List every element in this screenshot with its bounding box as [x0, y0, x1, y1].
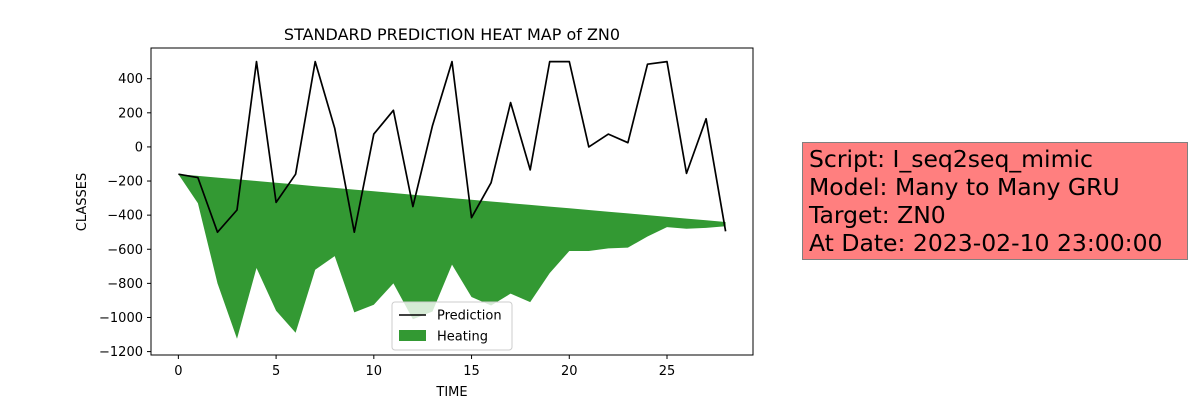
y-tick-label: 0 [135, 140, 143, 155]
legend: Prediction Heating [391, 301, 513, 351]
y-tick-label: −1000 [99, 311, 143, 326]
y-tick-label: −800 [107, 277, 143, 292]
info-model: Model: Many to Many GRU [809, 173, 1120, 201]
prediction-line [178, 60, 727, 234]
x-axis-label: TIME [435, 385, 467, 400]
legend-prediction-label: Prediction [437, 309, 502, 324]
info-target: Target: ZN0 [809, 201, 946, 229]
x-tick-label: 5 [272, 364, 280, 379]
x-axis-ticks: 0 5 10 15 20 25 [174, 355, 675, 379]
y-tick-label: 400 [118, 72, 143, 87]
y-tick-label: −600 [107, 243, 143, 258]
y-axis-label: CLASSES [75, 173, 90, 231]
x-tick-label: 25 [659, 364, 676, 379]
y-tick-label: −400 [107, 209, 143, 224]
x-tick-label: 10 [366, 364, 383, 379]
heating-area [178, 174, 726, 339]
legend-heating-label: Heating [437, 330, 488, 345]
y-tick-label: −1200 [99, 345, 143, 360]
info-date: At Date: 2023-02-10 23:00:00 [809, 229, 1163, 257]
y-axis-ticks: −1200 −1000 −800 −600 −400 −200 0 200 400 [99, 72, 151, 360]
x-tick-label: 0 [174, 364, 182, 379]
info-script: Script: I_seq2seq_mimic [809, 145, 1093, 173]
plot-area [178, 60, 727, 339]
y-tick-label: −200 [107, 175, 143, 190]
x-tick-label: 15 [463, 364, 480, 379]
chart: STANDARD PREDICTION HEAT MAP of ZN0 0 5 10… [75, 25, 754, 400]
y-tick-label: 200 [118, 106, 143, 121]
legend-heating-swatch [399, 330, 426, 341]
plot-frame [150, 47, 754, 356]
x-tick-label: 20 [561, 364, 578, 379]
chart-title: STANDARD PREDICTION HEAT MAP of ZN0 [284, 25, 620, 44]
info-box: Script: I_seq2seq_mimic Model: Many to M… [802, 142, 1188, 260]
